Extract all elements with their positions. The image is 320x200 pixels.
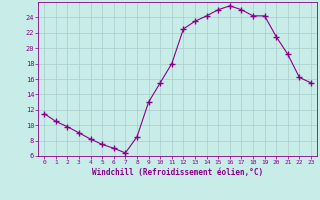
- X-axis label: Windchill (Refroidissement éolien,°C): Windchill (Refroidissement éolien,°C): [92, 168, 263, 177]
